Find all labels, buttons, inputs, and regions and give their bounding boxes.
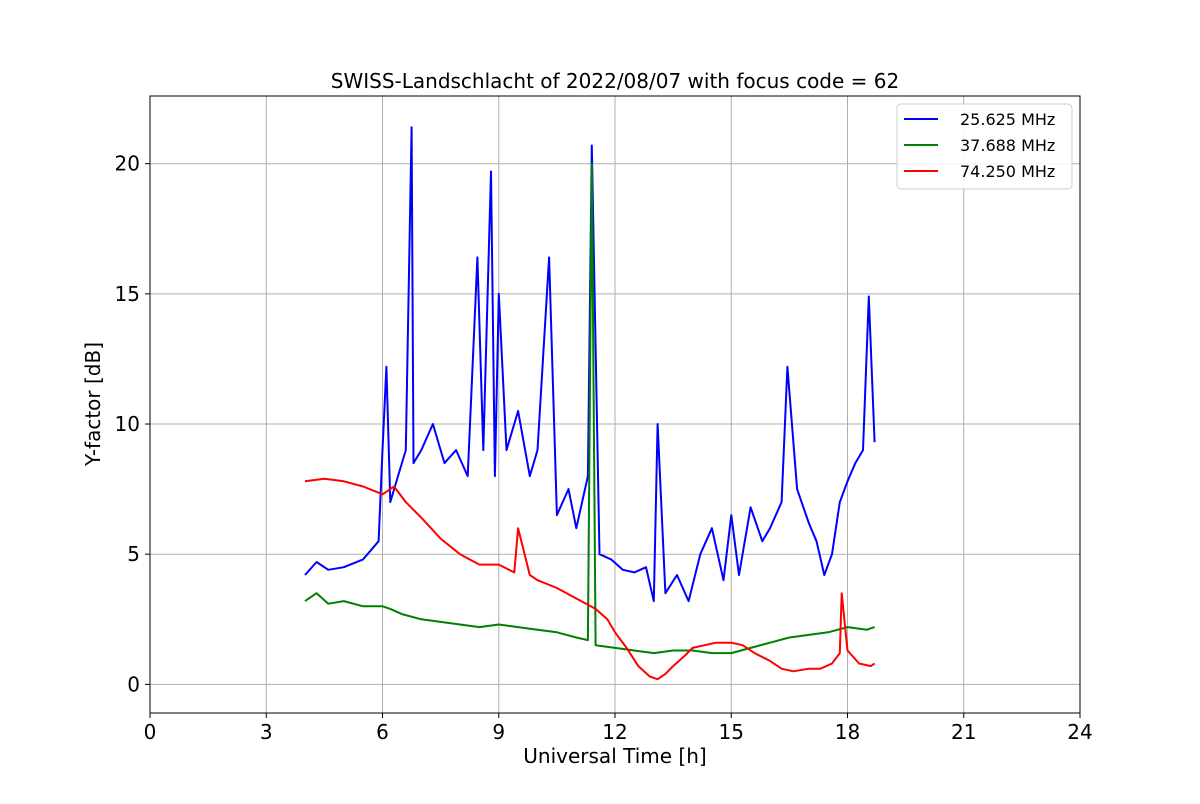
y-tick-label: 5 bbox=[127, 542, 140, 566]
x-tick-label: 0 bbox=[144, 720, 157, 744]
series-line bbox=[304, 162, 875, 655]
x-tick-label: 24 bbox=[1067, 720, 1092, 744]
x-tick-label: 3 bbox=[260, 720, 273, 744]
legend: 25.625 MHz 37.688 MHz 74.250 MHz bbox=[896, 103, 1073, 190]
y-tick-label: 15 bbox=[115, 282, 140, 306]
series-line bbox=[304, 477, 876, 681]
y-tick-label: 0 bbox=[127, 672, 140, 696]
x-tick-label: 12 bbox=[602, 720, 627, 744]
x-tick-label: 6 bbox=[376, 720, 389, 744]
y-tick-label: 10 bbox=[115, 412, 140, 436]
x-tick-label: 15 bbox=[719, 720, 744, 744]
series-layer bbox=[304, 126, 876, 681]
legend-box bbox=[896, 103, 1073, 190]
ticks: 0 3 6 9 12 15 18 21 24 0 5 10 15 20 bbox=[115, 152, 1093, 744]
legend-label: 25.625 MHz bbox=[960, 110, 1055, 129]
x-axis-label: Universal Time [h] bbox=[523, 744, 706, 768]
chart-title: SWISS-Landschlacht of 2022/08/07 with fo… bbox=[331, 69, 899, 93]
y-axis-label: Y-factor [dB] bbox=[81, 342, 105, 467]
x-tick-label: 9 bbox=[492, 720, 505, 744]
y-tick-label: 20 bbox=[115, 152, 140, 176]
x-tick-label: 18 bbox=[835, 720, 860, 744]
legend-label: 37.688 MHz bbox=[960, 136, 1055, 155]
legend-label: 74.250 MHz bbox=[960, 162, 1055, 181]
x-tick-label: 21 bbox=[951, 720, 976, 744]
